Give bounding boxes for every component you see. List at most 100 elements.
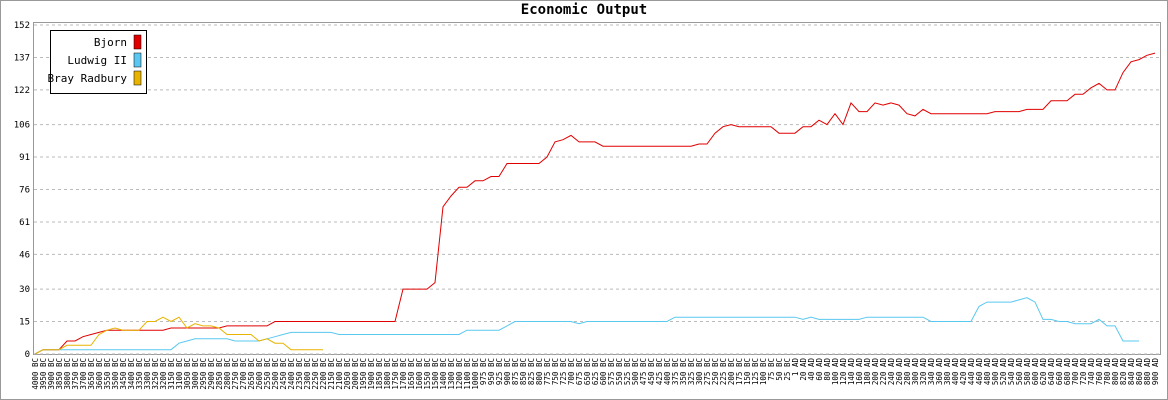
x-tick-label: 3150 BC <box>167 358 176 390</box>
x-tick-label: 125 BC <box>751 358 760 385</box>
x-tick-label: 250 BC <box>711 358 720 385</box>
x-tick-label: 2500 BC <box>271 358 280 390</box>
x-tick-label: 950 BC <box>487 358 496 385</box>
x-tick-label: 40 AD <box>807 358 816 381</box>
x-tick-label: 1550 BC <box>423 358 432 390</box>
x-tick-label: 725 BC <box>559 358 568 385</box>
x-tick-label: 600 BC <box>599 358 608 385</box>
x-tick-label: 2700 BC <box>239 358 248 390</box>
x-tick-label: 500 AD <box>991 358 1000 386</box>
x-tick-label: 800 AD <box>1111 358 1120 386</box>
x-tick-label: 2350 BC <box>295 358 304 390</box>
x-tick-label: 400 BC <box>663 358 672 385</box>
y-tick-label: 46 <box>19 250 30 260</box>
x-tick-label: 560 AD <box>1015 358 1024 386</box>
y-tick-label: 137 <box>14 53 30 63</box>
x-tick-label: 4000 BC <box>31 358 40 390</box>
x-tick-label: 440 AD <box>967 358 976 386</box>
x-tick-label: 3350 BC <box>135 358 144 390</box>
x-tick-label: 100 BC <box>759 358 768 385</box>
x-tick-label: 3800 BC <box>63 358 72 390</box>
x-tick-label: 260 AD <box>895 358 904 386</box>
x-tick-label: 460 AD <box>975 358 984 386</box>
x-tick-label: 200 AD <box>871 358 880 386</box>
x-tick-label: 380 AD <box>943 358 952 386</box>
x-tick-label: 25 BC <box>783 358 792 381</box>
x-tick-label: 2200 BC <box>319 358 328 390</box>
x-tick-label: 760 AD <box>1095 358 1104 386</box>
x-tick-label: 820 AD <box>1119 358 1128 386</box>
x-tick-label: 3400 BC <box>127 358 136 390</box>
x-tick-label: 880 AD <box>1143 358 1152 386</box>
x-tick-label: 1200 BC <box>455 358 464 390</box>
y-tick-label: 61 <box>19 218 30 228</box>
x-tick-label: 80 AD <box>823 358 832 381</box>
x-tick-label: 740 AD <box>1087 358 1096 386</box>
x-tick-label: 625 BC <box>591 358 600 385</box>
x-tick-label: 1400 BC <box>439 358 448 390</box>
x-tick-label: 180 AD <box>863 358 872 386</box>
x-tick-label: 2100 BC <box>335 358 344 390</box>
legend-swatch <box>133 34 142 50</box>
x-tick-label: 3300 BC <box>143 358 152 390</box>
x-tick-label: 60 AD <box>815 358 824 381</box>
legend-swatch <box>133 52 142 68</box>
x-tick-label: 1800 BC <box>383 358 392 390</box>
x-tick-label: 350 BC <box>679 358 688 385</box>
x-tick-label: 3450 BC <box>119 358 128 390</box>
x-tick-label: 520 AD <box>999 358 1008 386</box>
x-tick-label: 120 AD <box>839 358 848 386</box>
x-tick-label: 925 BC <box>495 358 504 385</box>
x-tick-label: 680 AD <box>1063 358 1072 386</box>
x-tick-label: 425 BC <box>655 358 664 385</box>
x-tick-label: 225 BC <box>719 358 728 385</box>
plot-area <box>33 22 1161 355</box>
x-tick-label: 3900 BC <box>47 358 56 390</box>
y-tick-label: 91 <box>19 153 30 163</box>
x-tick-label: 2450 BC <box>279 358 288 390</box>
x-tick-label: 3200 BC <box>159 358 168 390</box>
x-tick-label: 1500 BC <box>431 358 440 390</box>
x-tick-label: 75 BC <box>767 358 776 381</box>
x-tick-label: 900 BC <box>503 358 512 385</box>
x-tick-label: 275 BC <box>703 358 712 385</box>
x-tick-label: 2900 BC <box>207 358 216 390</box>
x-tick-label: 50 BC <box>775 358 784 381</box>
lines <box>34 52 1156 355</box>
x-tick-label: 540 AD <box>1007 358 1016 386</box>
x-tick-label: 2850 BC <box>215 358 224 390</box>
x-tick-label: 325 BC <box>687 358 696 385</box>
legend-label: Ludwig II <box>67 54 127 67</box>
x-tick-label: 1700 BC <box>399 358 408 390</box>
x-tick-label: 420 AD <box>959 358 968 386</box>
x-tick-label: 280 AD <box>903 358 912 386</box>
x-tick-label: 3650 BC <box>87 358 96 390</box>
x-tick-label: 140 AD <box>847 358 856 386</box>
legend-swatch <box>133 70 142 86</box>
x-tick-label: 1750 BC <box>391 358 400 390</box>
series-line <box>34 297 1139 355</box>
legend-label: Bray Radbury <box>48 72 128 85</box>
x-tick-label: 1600 BC <box>415 358 424 390</box>
x-tick-label: 575 BC <box>607 358 616 385</box>
x-tick-label: 3550 BC <box>103 358 112 390</box>
x-tick-label: 1950 BC <box>359 358 368 390</box>
x-tick-label: 2800 BC <box>223 358 232 390</box>
x-tick-label: 480 AD <box>983 358 992 386</box>
y-tick-label: 30 <box>19 285 30 295</box>
x-tick-label: 3050 BC <box>183 358 192 390</box>
x-tick-label: 3250 BC <box>151 358 160 390</box>
x-tick-label: 300 AD <box>911 358 920 386</box>
x-tick-label: 1850 BC <box>375 358 384 390</box>
y-tick-label: 152 <box>14 21 30 31</box>
x-tick-label: 3950 BC <box>39 358 48 390</box>
x-tick-label: 700 AD <box>1071 358 1080 386</box>
x-tick-label: 2300 BC <box>303 358 312 390</box>
x-tick-label: 620 AD <box>1039 358 1048 386</box>
y-tick-label: 15 <box>19 318 30 328</box>
x-tick-label: 300 BC <box>695 358 704 385</box>
x-tick-label: 160 AD <box>855 358 864 386</box>
grid: 0 15 30 46 61 76 91 106 122 137 152 <box>14 21 1160 360</box>
x-tick-label: 340 AD <box>927 358 936 386</box>
